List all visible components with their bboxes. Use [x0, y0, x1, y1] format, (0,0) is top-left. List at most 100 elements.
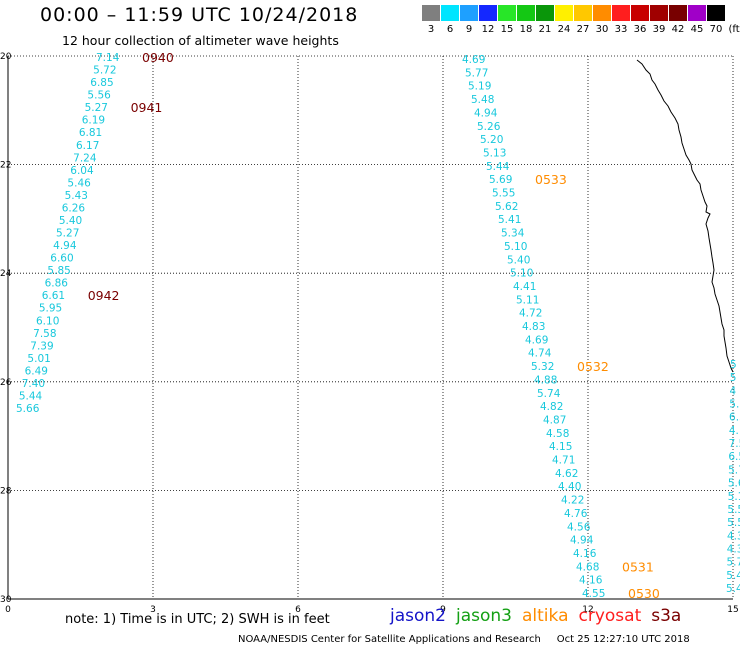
- wave-height-value: 5: [730, 359, 737, 371]
- wave-height-value: 6.17: [76, 140, 99, 152]
- legend-item-jason3: jason3: [456, 606, 512, 626]
- y-tick-label: 30: [0, 595, 12, 605]
- legend-item-altika: altika: [522, 606, 569, 626]
- scale-swatch: [536, 5, 554, 21]
- wave-height-value: 7.14: [96, 52, 120, 64]
- pass-time-label: 0941: [131, 100, 163, 115]
- scale-label: 30: [595, 24, 609, 35]
- wave-height-value: 4.38: [727, 530, 740, 542]
- wave-height-value: 5.66: [16, 403, 40, 415]
- footer-credit: NOAA/NESDIS Center for Satellite Applica…: [238, 634, 690, 645]
- y-tick-label: 28: [0, 486, 12, 496]
- wave-height-value: 5.19: [468, 81, 491, 93]
- pass-time-label: 0530: [628, 586, 660, 601]
- y-tick-label: 20: [0, 52, 12, 62]
- map-title: 00:00 – 11:59 UTC 10/24/2018: [40, 4, 359, 26]
- scale-unit: (ft): [728, 24, 740, 35]
- wave-height-value: 5.73: [728, 464, 740, 476]
- wave-height-value: 5.72: [93, 65, 116, 77]
- wave-height-value: 4.15: [549, 441, 572, 453]
- wave-height-value: 5.20: [480, 134, 503, 146]
- pass-time-label: 0532: [577, 359, 609, 374]
- scale-swatch: [574, 5, 592, 21]
- scale-label: 70: [709, 24, 723, 35]
- legend-item-jason2: jason2: [390, 606, 446, 626]
- wave-height-value: 4.1: [729, 425, 740, 437]
- wave-height-value: 5.43: [65, 190, 88, 202]
- wave-height-value: 5.55: [492, 188, 515, 200]
- wave-height-value: 6.10: [36, 315, 59, 327]
- wave-height-value: 7.5: [729, 438, 740, 450]
- wave-height-value: 4.87: [543, 414, 566, 426]
- scale-label: 33: [614, 24, 628, 35]
- wave-height-value: 5.42: [726, 570, 740, 582]
- wave-height-value: 6.04: [70, 165, 94, 177]
- wave-height-value: 5.69: [728, 478, 740, 490]
- wave-height-value: 5.11: [516, 294, 539, 306]
- wave-height-value: 5.85: [47, 265, 70, 277]
- legend-item-cryosat: cryosat: [578, 606, 642, 626]
- wave-height-value: 4.71: [552, 455, 575, 467]
- map-subtitle: 12 hour collection of altimeter wave hei…: [62, 33, 339, 48]
- wave-height-value: 5.7: [729, 399, 740, 411]
- wave-height-value: 6.26: [62, 202, 86, 214]
- wave-height-value: 5.62: [495, 201, 518, 213]
- wave-height-value: 5.40: [59, 215, 82, 227]
- y-tick-label: 26: [0, 378, 12, 388]
- scale-label: 9: [465, 24, 473, 35]
- wave-height-value: 4.40: [558, 481, 581, 493]
- scale-swatch: [650, 5, 668, 21]
- x-tick-label: 9: [440, 605, 446, 615]
- scale-swatch: [707, 5, 725, 21]
- wave-height-value: 5.27: [85, 102, 108, 114]
- wave-height-value: 4.94: [474, 107, 498, 119]
- wave-height-value: 4.58: [546, 428, 569, 440]
- scale-label: 36: [633, 24, 647, 35]
- wave-height-value: 5.52: [727, 517, 740, 529]
- scale-label: 39: [652, 24, 666, 35]
- wave-height-value: 7.58: [33, 328, 56, 340]
- scale-swatch: [593, 5, 611, 21]
- wave-height-value: 7.39: [30, 340, 53, 352]
- wave-height-value: 6.60: [50, 253, 73, 265]
- wave-height-value: 5: [730, 372, 737, 384]
- wave-height-value: 4.94: [570, 535, 594, 547]
- altimeter-tracks: 7.145.726.855.565.276.196.816.177.246.04…: [16, 50, 740, 601]
- wave-height-value: 4.83: [522, 321, 545, 333]
- scale-label: 27: [576, 24, 590, 35]
- scale-label: 18: [519, 24, 533, 35]
- coastline: [636, 59, 734, 373]
- wave-height-value: 4.16: [573, 548, 597, 560]
- wave-height-value: 5.41: [726, 583, 740, 595]
- wave-height-value: 4.62: [555, 468, 578, 480]
- wave-height-value: 6.85: [90, 77, 113, 89]
- wave-height-value: 5.74: [537, 388, 561, 400]
- wave-height-value: 4.34: [727, 543, 740, 555]
- scale-swatch: [498, 5, 516, 21]
- scale-label: 3: [427, 24, 435, 35]
- scale-swatch: [688, 5, 706, 21]
- wave-height-value: 4.82: [540, 401, 563, 413]
- wave-height-value: 5.53: [727, 504, 740, 516]
- satellite-legend: jason2 jason3 altika cryosat s3a: [390, 606, 691, 626]
- wave-height-value: 6.5: [729, 412, 740, 424]
- wave-height-value: 5.44: [19, 390, 43, 402]
- wave-height-value: 5.40: [507, 254, 530, 266]
- wave-height-value: 5.32: [531, 361, 554, 373]
- wave-height-value: 4.69: [525, 334, 548, 346]
- x-tick-label: 3: [150, 605, 156, 615]
- scale-swatch: [479, 5, 497, 21]
- wave-height-value: 6.81: [79, 127, 102, 139]
- wave-height-value: 4.72: [519, 308, 542, 320]
- scale-swatch: [612, 5, 630, 21]
- wave-height-value: 5.34: [501, 228, 525, 240]
- wave-height-value: 5.95: [39, 303, 62, 315]
- x-tick-label: 15: [727, 605, 738, 615]
- wave-height-value: 4.69: [462, 54, 485, 66]
- wave-height-value: 4: [730, 385, 737, 397]
- y-tick-label: 22: [0, 161, 11, 171]
- scale-swatch: [669, 5, 687, 21]
- wave-height-value: 5.19: [728, 491, 740, 503]
- wave-height-value: 4.74: [528, 348, 552, 360]
- wave-height-value: 6.49: [25, 365, 48, 377]
